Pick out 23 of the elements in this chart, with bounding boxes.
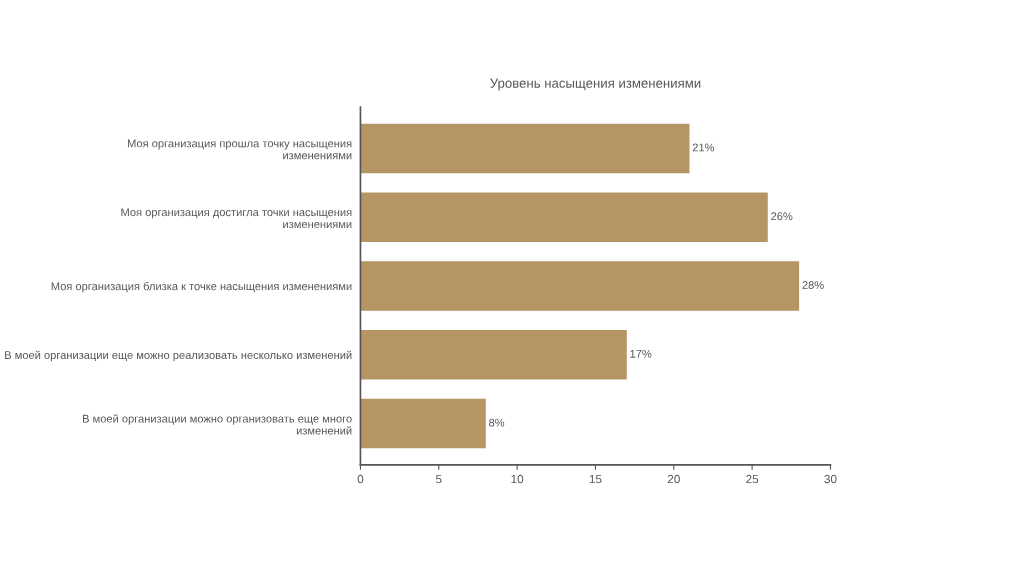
data-label: 21% [692, 143, 715, 152]
x-tick-label: 5 [435, 474, 442, 484]
y-tick-label: Моя организация близка к точке насыщения изменениями [51, 281, 352, 293]
chart-title: Уровень насыщения изменениями [490, 78, 701, 91]
bar [360, 330, 627, 380]
bar [360, 398, 486, 449]
x-tick-label: 30 [824, 474, 837, 484]
data-label: 17% [630, 349, 652, 358]
y-tick-label: Моя организация прошла точку насыщения изменениями [127, 139, 352, 160]
x-tick-label: 0 [357, 474, 364, 484]
bar [360, 261, 800, 311]
x-tick-label: 20 [667, 474, 680, 484]
bar [360, 123, 690, 174]
y-tick-label: В моей организации можно организовать еще много изменений [83, 414, 352, 435]
data-label: 8% [489, 418, 505, 427]
bar [360, 192, 768, 242]
data-label: 26% [771, 212, 793, 221]
x-tick-label: 10 [511, 474, 524, 484]
y-tick-label: В моей организации еще можно реализовать несколько изменений [5, 350, 352, 362]
x-tick-label: 25 [746, 474, 759, 484]
x-tick-label: 15 [589, 474, 602, 484]
data-label: 28% [802, 281, 824, 289]
y-tick-label: Моя организация достигла точки насыщения изменениями [121, 208, 352, 229]
